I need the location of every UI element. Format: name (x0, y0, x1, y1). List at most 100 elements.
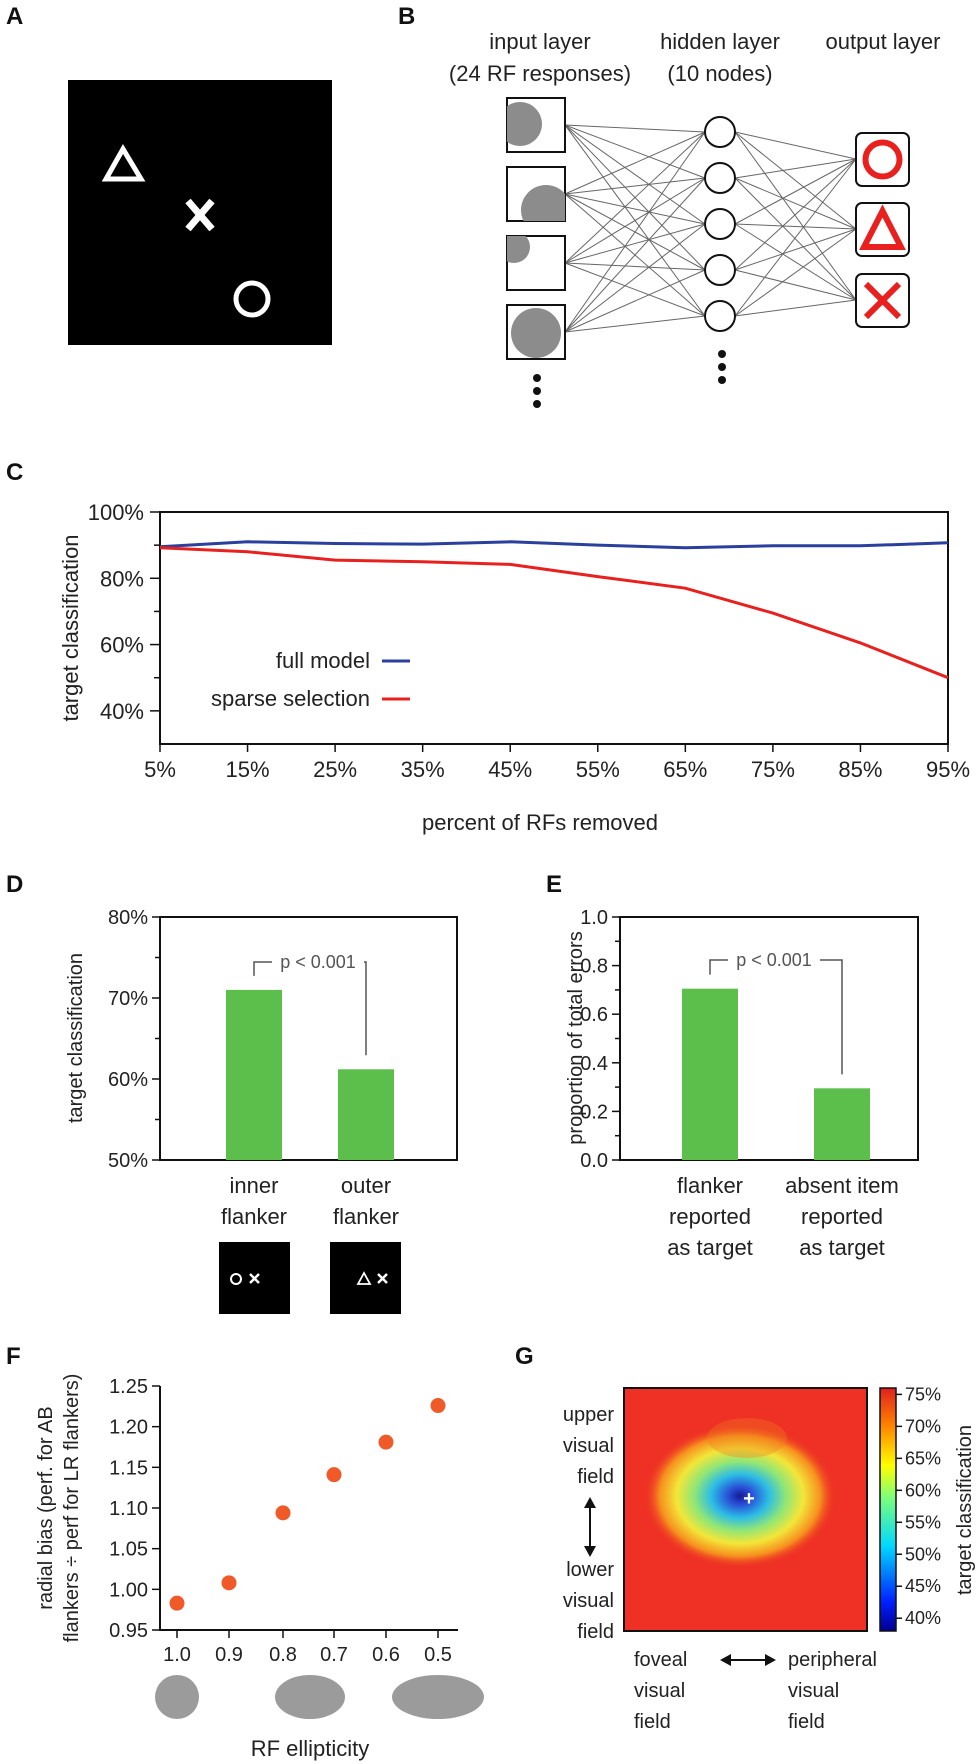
wide-ellipse-rf-icon (392, 1675, 484, 1719)
hidden-output-connection (734, 228, 857, 317)
f-ytick-label: 1.15 (109, 1457, 148, 1479)
e-category-label: reported (669, 1204, 751, 1229)
f-xtick-label: 0.7 (320, 1644, 348, 1666)
e-ytick-label: 0.8 (580, 956, 608, 978)
input-hidden-connection (564, 177, 706, 264)
minimum-marker: + (743, 1488, 755, 1510)
panel-E-label: E (546, 871, 562, 898)
hidden-output-connection (734, 131, 857, 301)
horizontal-arrow-icon (720, 1654, 776, 1666)
hidden-output-connection (734, 131, 857, 160)
f-ytick-label: 1.10 (109, 1498, 148, 1520)
f-xtick-label: 0.8 (269, 1644, 297, 1666)
hidden-nodes (704, 116, 736, 332)
c-xtick-label: 45% (488, 757, 532, 782)
f-xtick-label: 0.6 (372, 1644, 400, 1666)
input-rf-3 (506, 235, 566, 291)
c-xtick-label: 5% (144, 757, 176, 782)
f-xtick-label: 0.9 (215, 1644, 243, 1666)
cross-symbol (185, 198, 215, 232)
vertical-arrow-icon (584, 1497, 596, 1557)
e-category-label: flanker (677, 1173, 743, 1198)
heatmap-G: + (623, 1387, 868, 1632)
e-bar (682, 988, 738, 1160)
hidden-output-connection (734, 228, 857, 271)
hidden-output-connection (734, 158, 857, 225)
f-xtick-label: 1.0 (163, 1644, 191, 1666)
output-layer-title: output layer (826, 29, 941, 54)
svg-text:field: field (634, 1711, 671, 1733)
svg-text:upper: upper (563, 1404, 614, 1426)
input-hidden-connection (564, 262, 706, 317)
colorbar-G: 40% 45% 50% 55% 60% 65% 70% 75% target classifi… (879, 1384, 976, 1632)
input-rf-2 (506, 166, 566, 222)
minimum-marker-symbol: + (743, 1488, 755, 1510)
hidden-output-connection (734, 223, 857, 301)
f-ytick-label: 1.05 (109, 1539, 148, 1561)
g-colorbar-tick-label: 45% (905, 1576, 941, 1596)
d-ytick-label: 50% (108, 1150, 148, 1172)
output-triangle-node (855, 202, 910, 257)
chart-D-ylabel: target classification (65, 953, 87, 1123)
hidden-output-connection (734, 158, 857, 271)
e-ytick-label: 0.4 (580, 1053, 608, 1075)
chart-C: 40% 60% 80% 100% 5% 15% 25% 35% 45% 55% 65% 75% 85%… (58, 500, 970, 835)
f-ytick-label: 0.95 (109, 1620, 148, 1642)
e-ytick-label: 0.2 (580, 1101, 608, 1123)
hidden-output-connection (734, 299, 857, 317)
medium-ellipse-rf-icon (275, 1675, 345, 1719)
c-xtick-label: 55% (576, 757, 620, 782)
f-xtick-label: 0.5 (424, 1644, 452, 1666)
panel-F-label: F (6, 1343, 21, 1370)
hidden-layer-title: hidden layer (660, 29, 780, 54)
panel-C-label: C (6, 459, 23, 486)
hidden-layer-subtitle: (10 nodes) (667, 61, 772, 86)
hidden-output-connection (734, 269, 857, 301)
hidden-output-connection (734, 177, 857, 230)
stimulus-inner-flanker (219, 1242, 290, 1314)
panel-D-label: D (6, 871, 23, 898)
d-pvalue: p < 0.001 (280, 952, 356, 972)
network-connections (564, 124, 857, 333)
f-point (430, 1398, 446, 1414)
input-hidden-connection (564, 262, 706, 271)
g-colorbar-tick-label: 75% (905, 1384, 941, 1404)
peripheral-visual-field-label: peripheral visual field (788, 1649, 877, 1733)
circular-rf-icon (155, 1675, 199, 1719)
e-ytick-label: 0.6 (580, 1004, 608, 1026)
c-xtick-label: 85% (838, 757, 882, 782)
d-category-label: outer (341, 1173, 391, 1198)
c-ytick-label: 40% (100, 699, 144, 724)
d-category-label: flanker (333, 1204, 399, 1229)
f-ytick-label: 1.00 (109, 1579, 148, 1601)
input-rf-squares (506, 97, 566, 360)
d-ytick-label: 60% (108, 1069, 148, 1091)
c-series-full-model (159, 540, 949, 550)
input-more-dots (533, 374, 541, 408)
chart-F-axes (159, 1386, 458, 1631)
c-xtick-label: 75% (751, 757, 795, 782)
hidden-output-connection (734, 158, 857, 317)
svg-text:field: field (577, 1621, 614, 1643)
svg-text:visual: visual (563, 1590, 614, 1612)
c-xtick-label: 35% (401, 757, 445, 782)
f-point (378, 1434, 394, 1450)
e-bracket-right (820, 959, 843, 1075)
input-hidden-connection (564, 177, 706, 195)
rf-ellipse-icons (155, 1675, 484, 1719)
lower-visual-field-label: lower visual field (563, 1559, 614, 1643)
input-rf-4 (506, 304, 566, 360)
hidden-output-connection (734, 158, 857, 179)
g-colorbar-tick-label: 55% (905, 1512, 941, 1532)
c-xtick-label: 25% (313, 757, 357, 782)
svg-text:foveal: foveal (634, 1649, 687, 1671)
svg-text:lower: lower (566, 1559, 614, 1581)
d-bracket-left (253, 961, 272, 976)
g-colorbar-tick-label: 40% (905, 1608, 941, 1628)
input-hidden-connection (564, 193, 706, 225)
panel-B-label: B (398, 3, 415, 30)
d-bar (338, 1069, 394, 1160)
input-hidden-connection (564, 269, 706, 333)
svg-text:visual: visual (788, 1680, 839, 1702)
e-category-label: reported (801, 1204, 883, 1229)
